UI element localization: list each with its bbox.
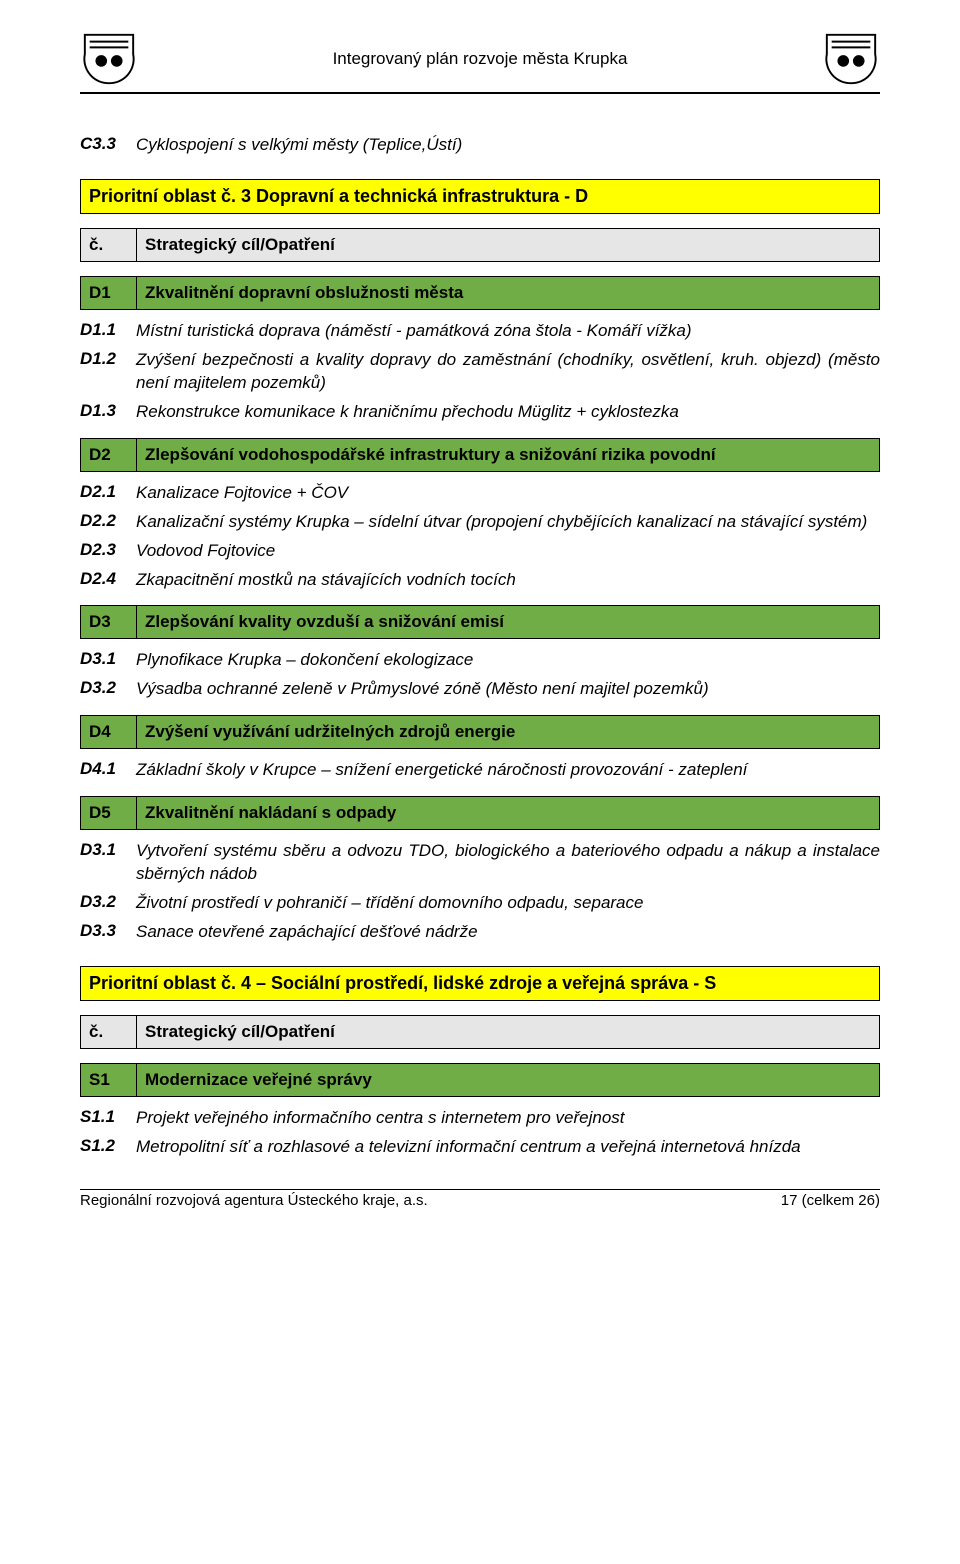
goal-title: Zkvalitnění dopravní obslužnosti města xyxy=(137,277,879,309)
measure-code: S1.2 xyxy=(80,1136,136,1156)
strategy-text: Strategický cíl/Opatření xyxy=(137,229,879,261)
measure-code: D3.1 xyxy=(80,840,136,860)
measure-code: D4.1 xyxy=(80,759,136,779)
crest-right-icon xyxy=(822,30,880,88)
measure-code: D3.2 xyxy=(80,678,136,698)
goal-code: D1 xyxy=(81,277,137,309)
goal-title: Zvýšení využívání udržitelných zdrojů en… xyxy=(137,716,879,748)
footer-rule xyxy=(80,1189,880,1190)
measure-text: Zkapacitnění mostků na stávajících vodní… xyxy=(136,569,880,592)
page-header: Integrovaný plán rozvoje města Krupka xyxy=(80,30,880,88)
measure-code: D2.1 xyxy=(80,482,136,502)
goal-header: S1Modernizace veřejné správy xyxy=(80,1063,880,1097)
goal-header: D1Zkvalitnění dopravní obslužnosti města xyxy=(80,276,880,310)
page-footer: Regionální rozvojová agentura Ústeckého … xyxy=(80,1192,880,1209)
goal-title: Zlepšování vodohospodářské infrastruktur… xyxy=(137,439,879,471)
goal-code: D4 xyxy=(81,716,137,748)
measure-text: Výsadba ochranné zeleně v Průmyslové zón… xyxy=(136,678,880,701)
goal-header: D3Zlepšování kvality ovzduší a snižování… xyxy=(80,605,880,639)
measure-text: Zvýšení bezpečnosti a kvality dopravy do… xyxy=(136,349,880,395)
measure-text: Sanace otevřené zapáchající dešťové nádr… xyxy=(136,921,880,944)
measure-item: D3.3Sanace otevřené zapáchající dešťové … xyxy=(80,921,880,944)
measure-code: S1.1 xyxy=(80,1107,136,1127)
measure-code: D2.2 xyxy=(80,511,136,531)
strategy-text: Strategický cíl/Opatření xyxy=(137,1016,879,1048)
measure-item: D3.2Životní prostředí v pohraničí – tříd… xyxy=(80,892,880,915)
measure-text: Základní školy v Krupce – snížení energe… xyxy=(136,759,880,782)
measure-item: S1.1Projekt veřejného informačního centr… xyxy=(80,1107,880,1130)
measure-item: D2.2Kanalizační systémy Krupka – sídelní… xyxy=(80,511,880,534)
measure-text: Projekt veřejného informačního centra s … xyxy=(136,1107,880,1130)
measure-item: S1.2Metropolitní síť a rozhlasové a tele… xyxy=(80,1136,880,1159)
priority-section-s: Prioritní oblast č. 4 – Sociální prostře… xyxy=(80,966,880,1001)
measure-text: Plynofikace Krupka – dokončení ekologiza… xyxy=(136,649,880,672)
item-code: C3.3 xyxy=(80,134,136,154)
footer-right: 17 (celkem 26) xyxy=(781,1192,880,1209)
measure-code: D2.4 xyxy=(80,569,136,589)
goal-header: D4Zvýšení využívání udržitelných zdrojů … xyxy=(80,715,880,749)
measure-item: D1.1Místní turistická doprava (náměstí -… xyxy=(80,320,880,343)
item-text: Cyklospojení s velkými městy (Teplice,Ús… xyxy=(136,134,880,157)
measure-code: D3.3 xyxy=(80,921,136,941)
item-c3-3: C3.3 Cyklospojení s velkými městy (Tepli… xyxy=(80,134,880,157)
measure-text: Vytvoření systému sběru a odvozu TDO, bi… xyxy=(136,840,880,886)
measure-item: D3.1Vytvoření systému sběru a odvozu TDO… xyxy=(80,840,880,886)
strategy-header-2: č. Strategický cíl/Opatření xyxy=(80,1015,880,1049)
goal-title: Modernizace veřejné správy xyxy=(137,1064,879,1096)
goal-code: D2 xyxy=(81,439,137,471)
strategy-header-1: č. Strategický cíl/Opatření xyxy=(80,228,880,262)
measure-item: D1.3Rekonstrukce komunikace k hraničnímu… xyxy=(80,401,880,424)
crest-left-icon xyxy=(80,30,138,88)
measure-text: Kanalizace Fojtovice + ČOV xyxy=(136,482,880,505)
header-title: Integrovaný plán rozvoje města Krupka xyxy=(138,49,822,69)
measure-code: D1.2 xyxy=(80,349,136,369)
measure-item: D2.1Kanalizace Fojtovice + ČOV xyxy=(80,482,880,505)
header-rule xyxy=(80,92,880,94)
strategy-label: č. xyxy=(81,1016,137,1048)
goal-header: D5Zkvalitnění nakládaní s odpady xyxy=(80,796,880,830)
goal-title: Zlepšování kvality ovzduší a snižování e… xyxy=(137,606,879,638)
measure-item: D1.2Zvýšení bezpečnosti a kvality doprav… xyxy=(80,349,880,395)
measure-text: Kanalizační systémy Krupka – sídelní útv… xyxy=(136,511,880,534)
strategy-label: č. xyxy=(81,229,137,261)
measure-text: Životní prostředí v pohraničí – třídění … xyxy=(136,892,880,915)
footer-left: Regionální rozvojová agentura Ústeckého … xyxy=(80,1192,428,1209)
measure-item: D3.1Plynofikace Krupka – dokončení ekolo… xyxy=(80,649,880,672)
goal-code: S1 xyxy=(81,1064,137,1096)
goal-code: D3 xyxy=(81,606,137,638)
measure-item: D2.4Zkapacitnění mostků na stávajících v… xyxy=(80,569,880,592)
goal-header: D2Zlepšování vodohospodářské infrastrukt… xyxy=(80,438,880,472)
priority-section-d: Prioritní oblast č. 3 Dopravní a technic… xyxy=(80,179,880,214)
measure-code: D3.1 xyxy=(80,649,136,669)
measure-text: Vodovod Fojtovice xyxy=(136,540,880,563)
goal-title: Zkvalitnění nakládaní s odpady xyxy=(137,797,879,829)
measure-text: Metropolitní síť a rozhlasové a televizn… xyxy=(136,1136,880,1159)
page: Integrovaný plán rozvoje města Krupka C3… xyxy=(0,0,960,1249)
measure-text: Místní turistická doprava (náměstí - pam… xyxy=(136,320,880,343)
measure-text: Rekonstrukce komunikace k hraničnímu pře… xyxy=(136,401,880,424)
measure-code: D1.3 xyxy=(80,401,136,421)
goals-s-container: S1Modernizace veřejné správyS1.1Projekt … xyxy=(80,1063,880,1159)
goals-d-container: D1Zkvalitnění dopravní obslužnosti města… xyxy=(80,276,880,944)
measure-code: D3.2 xyxy=(80,892,136,912)
measure-item: D3.2Výsadba ochranné zeleně v Průmyslové… xyxy=(80,678,880,701)
measure-item: D2.3Vodovod Fojtovice xyxy=(80,540,880,563)
measure-item: D4.1Základní školy v Krupce – snížení en… xyxy=(80,759,880,782)
measure-code: D2.3 xyxy=(80,540,136,560)
goal-code: D5 xyxy=(81,797,137,829)
measure-code: D1.1 xyxy=(80,320,136,340)
